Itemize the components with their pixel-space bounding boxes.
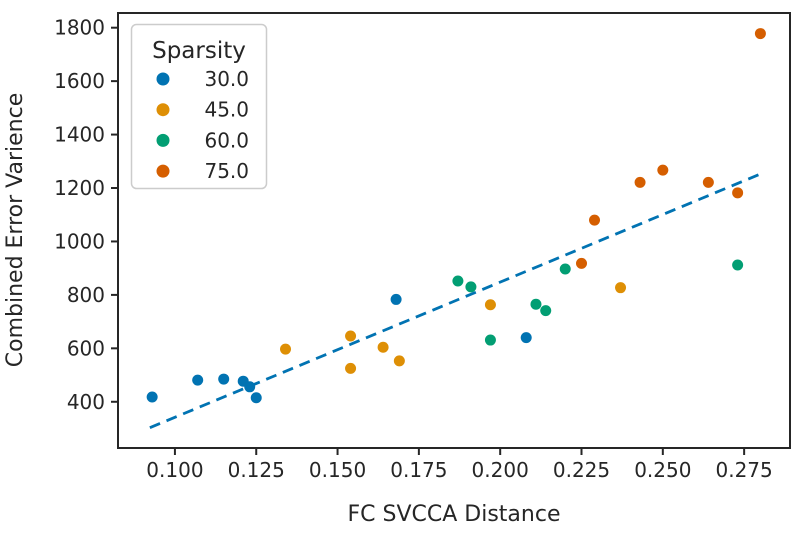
y-tick-label: 1400 (54, 123, 105, 147)
scatter-point (244, 381, 256, 393)
scatter-point (559, 263, 571, 275)
scatter-point (484, 334, 496, 346)
x-tick-label: 0.175 (390, 458, 447, 482)
legend-marker (156, 103, 170, 117)
y-tick-label: 1800 (54, 16, 105, 40)
scatter-point (589, 214, 601, 226)
scatter-point (732, 187, 744, 199)
legend: Sparsity 30.0 45.0 60.0 75.0 (130, 23, 268, 190)
x-tick-label: 0.100 (146, 458, 203, 482)
x-tick-label: 0.275 (716, 458, 773, 482)
scatter-points-layer (146, 28, 766, 404)
scatter-point (452, 275, 464, 287)
y-axis-label: Combined Error Varience (3, 93, 28, 367)
scatter-point (345, 330, 357, 342)
legend-box (130, 23, 268, 190)
x-tick-label: 0.150 (309, 458, 366, 482)
scatter-point (540, 305, 552, 317)
legend-items: 30.0 45.0 60.0 75.0 (156, 67, 249, 183)
scatter-point (390, 293, 402, 305)
legend-item-label: 30.0 (204, 67, 249, 91)
scatter-point (280, 343, 292, 355)
scatter-point (732, 259, 744, 271)
legend-item-label: 60.0 (204, 128, 249, 152)
scatter-point (250, 392, 262, 404)
x-axis-label: FC SVCCA Distance (348, 502, 561, 527)
scatter-point (576, 257, 588, 269)
x-tick-label: 0.200 (472, 458, 529, 482)
x-tick-label: 0.225 (553, 458, 610, 482)
scatter-point (520, 332, 532, 344)
y-tick-label: 800 (67, 283, 105, 307)
scatter-point (754, 28, 766, 40)
scatter-point (530, 298, 542, 310)
y-tick-label: 1600 (54, 69, 105, 93)
x-tick-label: 0.125 (228, 458, 285, 482)
scatter-point (484, 299, 496, 311)
trend-line (149, 172, 763, 429)
y-tick-label: 1200 (54, 176, 105, 200)
scatter-point (192, 374, 204, 386)
scatter-point (615, 282, 627, 294)
scatter-point (218, 373, 230, 385)
y-tick-label: 400 (67, 390, 105, 414)
scatter-point (702, 176, 714, 188)
trend-line-layer (149, 172, 763, 429)
y-tick-label: 1000 (54, 229, 105, 253)
legend-title: Sparsity (152, 38, 246, 64)
scatter-point (377, 341, 389, 353)
axes-ticks: 0.100 0.125 0.150 0.175 0.200 0.225 0.250 0.275… (54, 16, 773, 482)
scatter-point (657, 164, 669, 176)
scatter-point (634, 176, 646, 188)
legend-item-label: 45.0 (204, 98, 249, 122)
legend-marker (156, 72, 170, 86)
x-tick-label: 0.250 (634, 458, 691, 482)
legend-marker (156, 133, 170, 147)
scatter-point (345, 362, 357, 374)
scatter-point (146, 391, 158, 403)
y-tick-label: 600 (67, 336, 105, 360)
legend-item-label: 75.0 (204, 159, 249, 183)
scatter-point (465, 281, 477, 293)
scatter-point (393, 355, 405, 367)
legend-marker (156, 164, 170, 178)
plot-border (117, 12, 791, 449)
